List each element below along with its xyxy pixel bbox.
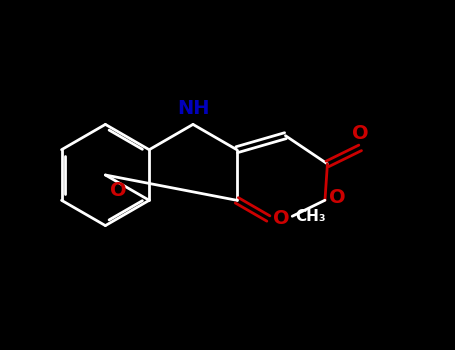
Text: CH₃: CH₃ xyxy=(296,209,326,224)
Text: O: O xyxy=(273,209,289,228)
Text: O: O xyxy=(352,125,369,144)
Text: NH: NH xyxy=(177,99,209,118)
Text: O: O xyxy=(329,188,346,207)
Text: O: O xyxy=(110,181,126,200)
